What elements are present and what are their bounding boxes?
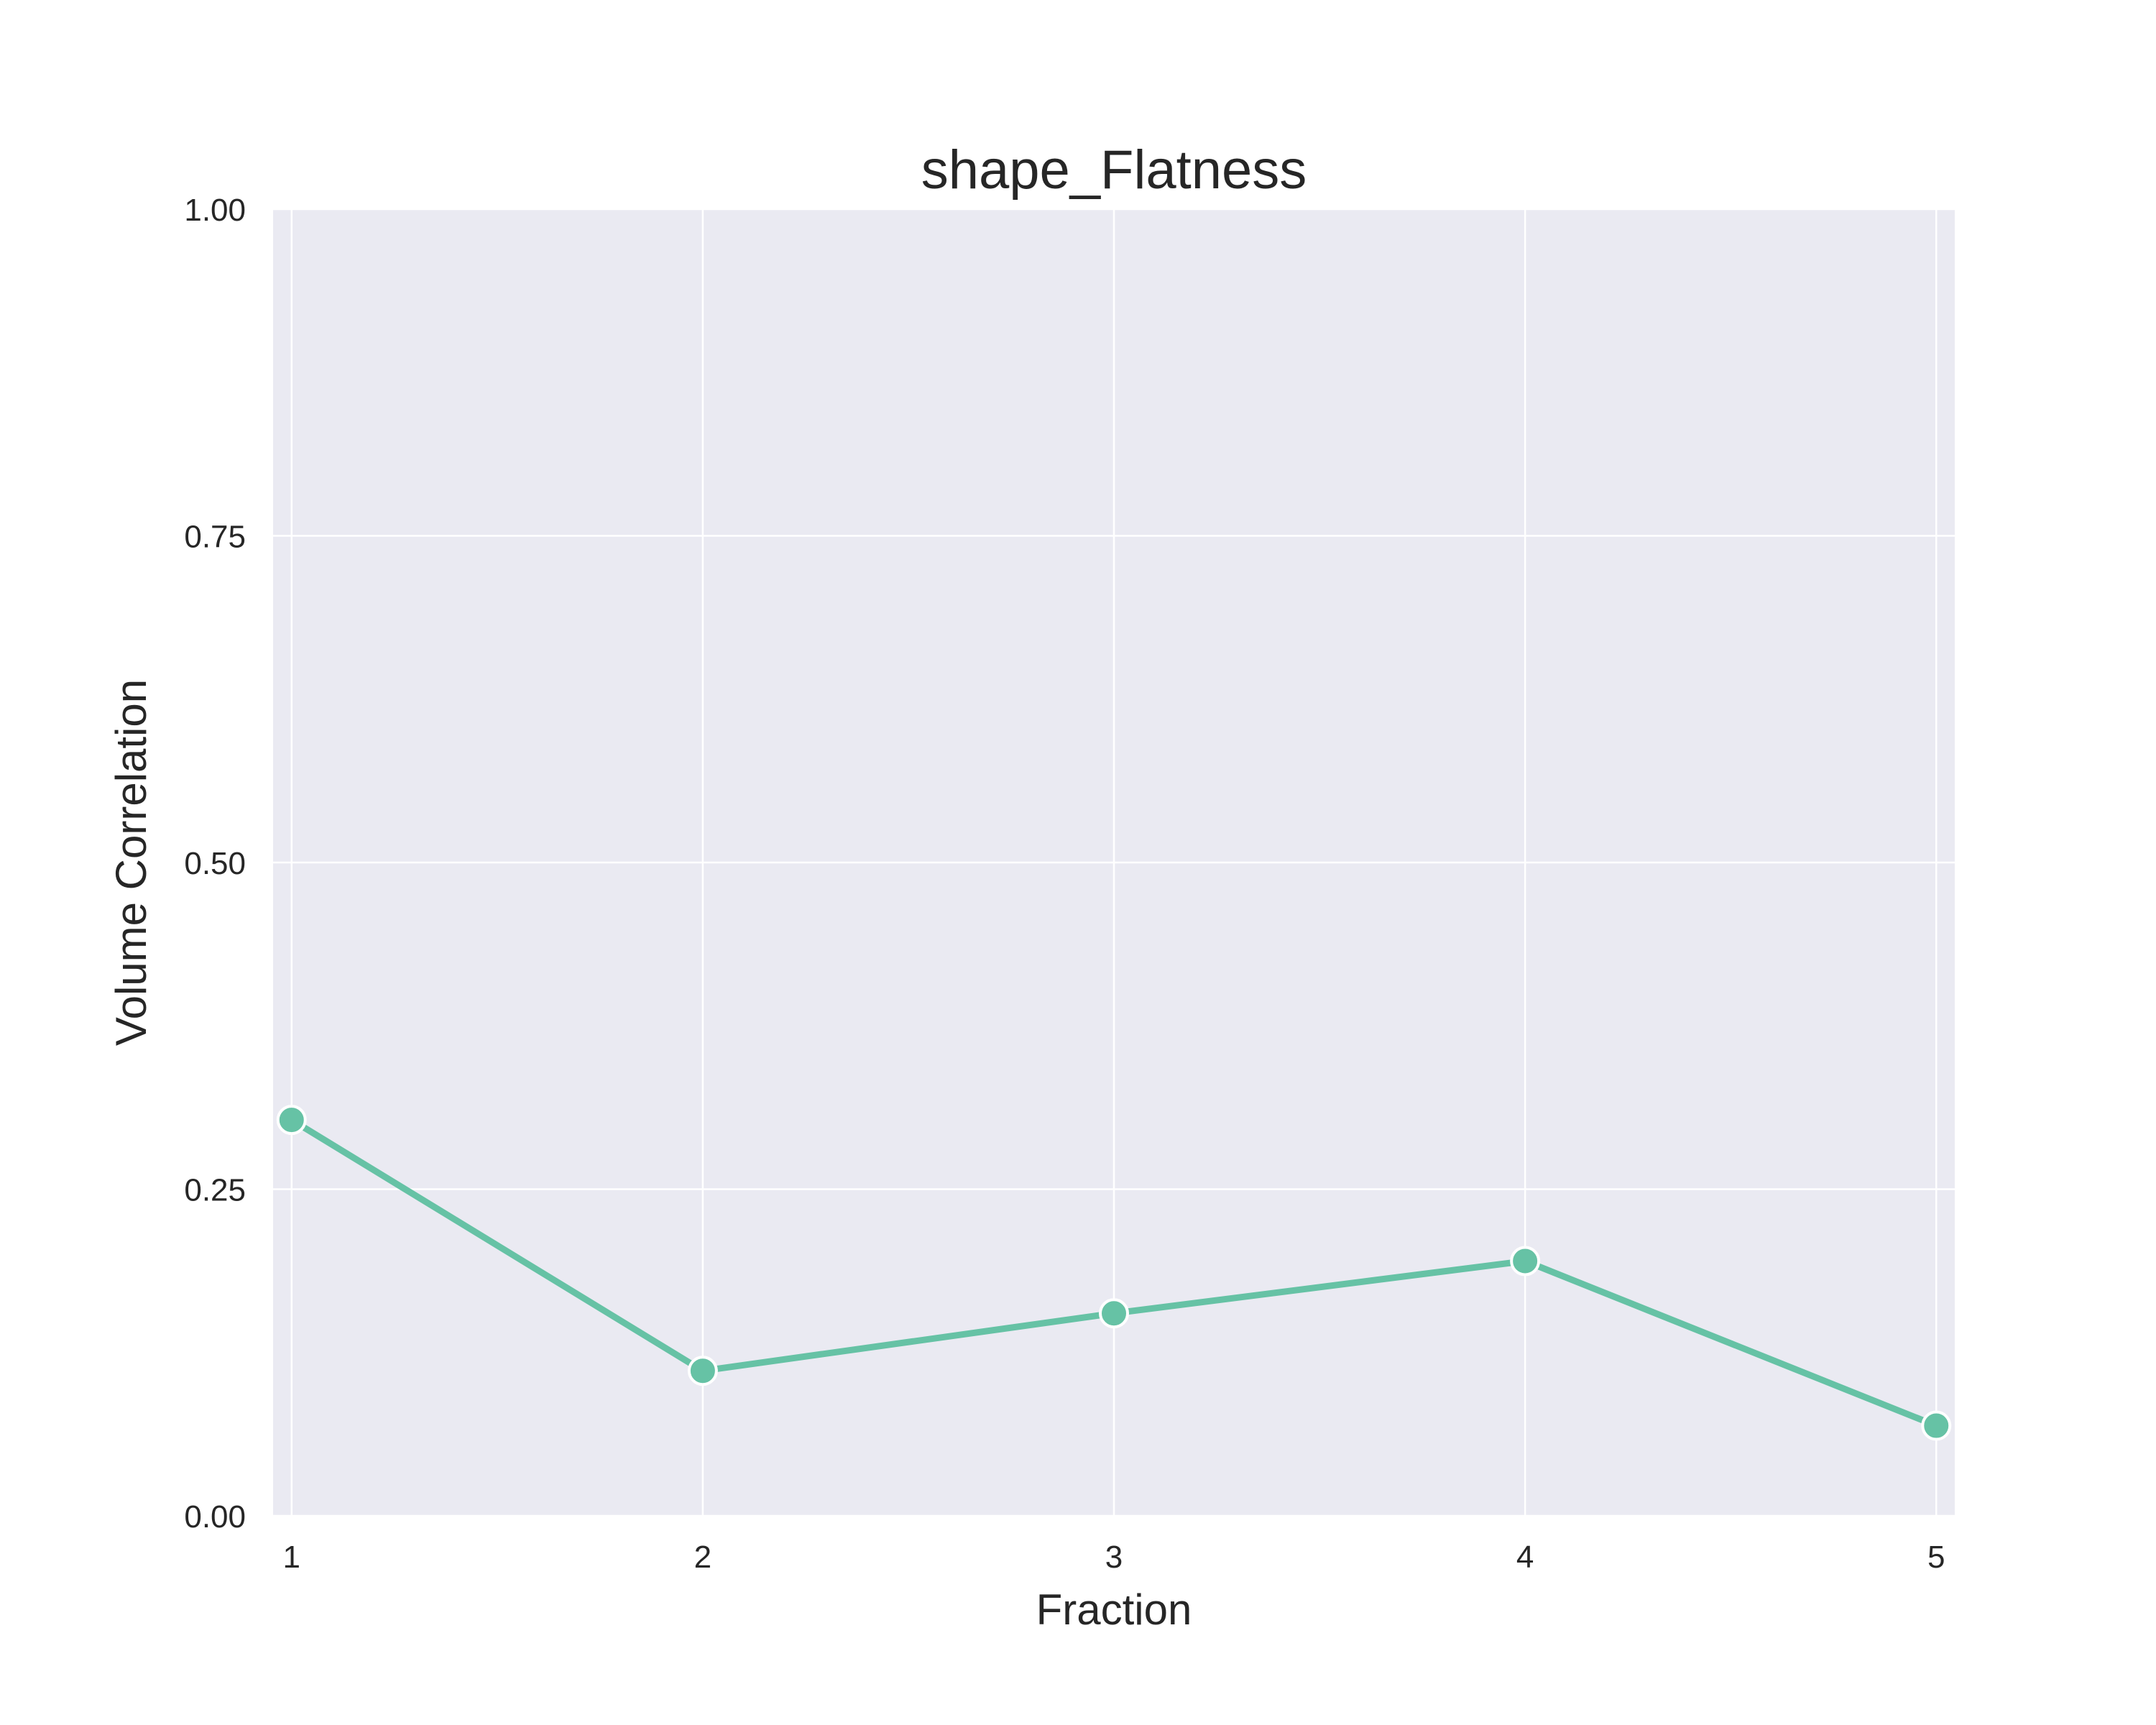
data-point: [276, 1105, 307, 1136]
x-tick-label: 1: [283, 1540, 300, 1575]
data-point: [687, 1356, 718, 1386]
x-axis-label: Fraction: [1036, 1586, 1192, 1634]
y-axis-ticks: 0.00 0.25 0.50 0.75 1.00: [184, 193, 246, 1535]
data-point: [1510, 1246, 1541, 1276]
y-tick-label: 0.00: [184, 1499, 246, 1535]
y-tick-label: 0.25: [184, 1173, 246, 1208]
y-tick-label: 0.50: [184, 846, 246, 881]
x-tick-label: 3: [1105, 1540, 1123, 1575]
grid-lines: [273, 208, 1955, 1517]
x-tick-label: 2: [694, 1540, 711, 1575]
y-axis-label: Volume Correlation: [107, 679, 155, 1046]
y-tick-label: 1.00: [184, 193, 246, 228]
series-layer: [276, 1105, 1952, 1441]
x-tick-label: 5: [1927, 1540, 1945, 1575]
x-tick-label: 4: [1516, 1540, 1534, 1575]
x-axis-ticks: 1 2 3 4 5: [283, 1540, 1945, 1575]
chart-title: shape_Flatness: [921, 139, 1307, 201]
y-tick-label: 0.75: [184, 520, 246, 555]
data-point: [1921, 1410, 1952, 1441]
data-point: [1099, 1298, 1129, 1329]
